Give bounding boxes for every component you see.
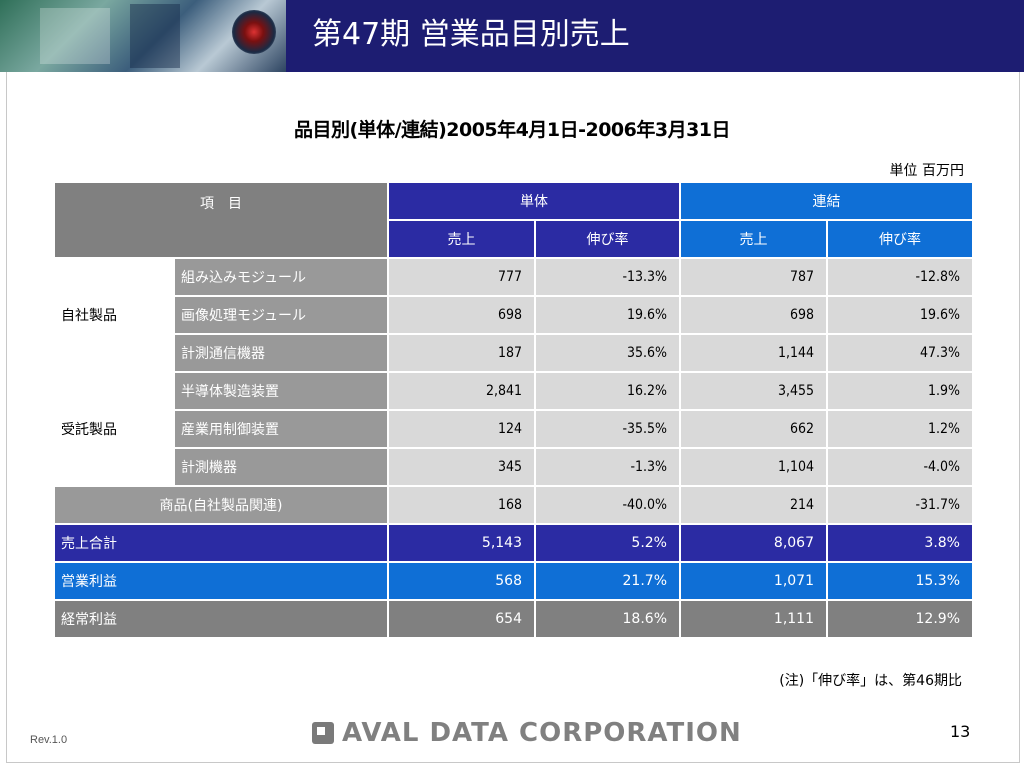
cell-value: 5,143 — [389, 525, 534, 561]
group-header-tantai: 単体 — [389, 183, 679, 219]
cell-value: 168 — [389, 487, 534, 523]
group-header-renketsu: 連結 — [681, 183, 972, 219]
header-photo — [0, 0, 286, 72]
cell-value: 1.2% — [828, 411, 972, 447]
table-row: 自社製品 組み込みモジュール 777 -13.3% 787 -12.8% — [55, 259, 972, 371]
cell-value: 19.6% — [828, 297, 972, 333]
total-sales-label: 売上合計 — [55, 525, 387, 561]
header-row: 項 目 単体 連結 — [55, 183, 972, 257]
cell-value: 12.9% — [828, 601, 972, 637]
sales-table: 項 目 単体 連結 売上 伸び率 売上 伸び率 自社製品 組み込みモジュール 7… — [53, 181, 974, 639]
table-row: 画像処理モジュール 698 19.6% 698 19.6% — [55, 297, 972, 333]
col-header-growth: 伸び率 — [828, 221, 972, 257]
cell-value: 698 — [681, 297, 826, 333]
cell-value: -4.0% — [828, 449, 972, 485]
photo-shape — [40, 8, 110, 64]
category-label: 自社製品 — [55, 259, 173, 371]
table-row: 受託製品 半導体製造装置 2,841 16.2% 3,455 1.9% — [55, 373, 972, 485]
company-logo: AVAL DATA CORPORATION — [312, 718, 742, 748]
cell-value: 787 — [681, 259, 826, 295]
table-row: 計測通信機器 187 35.6% 1,144 47.3% — [55, 335, 972, 371]
operating-profit-label: 営業利益 — [55, 563, 387, 599]
col-header-sales: 売上 — [681, 221, 826, 257]
cell-value: -13.3% — [536, 259, 679, 295]
cell-value: 214 — [681, 487, 826, 523]
cell-value: 1,144 — [681, 335, 826, 371]
cell-value: -12.8% — [828, 259, 972, 295]
ordinary-profit-row: 経常利益 654 18.6% 1,111 12.9% — [55, 601, 972, 637]
subheader-row: 売上 伸び率 売上 伸び率 — [55, 221, 972, 257]
cell-value: 1,104 — [681, 449, 826, 485]
footnote: (注)「伸び率」は、第46期比 — [779, 673, 962, 689]
cell-value: 18.6% — [536, 601, 679, 637]
cell-value: -1.3% — [536, 449, 679, 485]
header-bar: 第47期 営業品目別売上 — [0, 0, 1024, 72]
cell-value: -35.5% — [536, 411, 679, 447]
cell-value: 2,841 — [389, 373, 534, 409]
cell-value: 8,067 — [681, 525, 826, 561]
cell-value: 15.3% — [828, 563, 972, 599]
logo-mark-icon — [312, 722, 334, 744]
item-label: 組み込みモジュール — [175, 259, 387, 295]
cell-value: -31.7% — [828, 487, 972, 523]
ordinary-profit-label: 経常利益 — [55, 601, 387, 637]
table-row: 計測機器 345 -1.3% 1,104 -4.0% — [55, 449, 972, 485]
item-header: 項 目 — [55, 183, 387, 257]
col-header-growth: 伸び率 — [536, 221, 679, 257]
item-label: 産業用制御装置 — [175, 411, 387, 447]
item-label: 計測通信機器 — [175, 335, 387, 371]
cell-value: 1,071 — [681, 563, 826, 599]
cell-value: 47.3% — [828, 335, 972, 371]
col-header-sales: 売上 — [389, 221, 534, 257]
cell-value: 21.7% — [536, 563, 679, 599]
cell-value: 777 — [389, 259, 534, 295]
item-label: 画像処理モジュール — [175, 297, 387, 333]
cell-value: 35.6% — [536, 335, 679, 371]
table-row: 産業用制御装置 124 -35.5% 662 1.2% — [55, 411, 972, 447]
revision-label: Rev.1.0 — [30, 734, 68, 746]
cell-value: 3.8% — [828, 525, 972, 561]
operating-profit-row: 営業利益 568 21.7% 1,071 15.3% — [55, 563, 972, 599]
slide-frame — [6, 72, 1020, 763]
camera-lens-image — [232, 10, 276, 54]
total-sales-row: 売上合計 5,143 5.2% 8,067 3.8% — [55, 525, 972, 561]
logo-text: AVAL DATA CORPORATION — [342, 718, 742, 748]
item-label: 計測機器 — [175, 449, 387, 485]
cell-value: 19.6% — [536, 297, 679, 333]
cell-value: 5.2% — [536, 525, 679, 561]
category-label: 受託製品 — [55, 373, 173, 485]
item-label: 半導体製造装置 — [175, 373, 387, 409]
cell-value: 568 — [389, 563, 534, 599]
cell-value: 662 — [681, 411, 826, 447]
goods-label: 商品(自社製品関連) — [55, 487, 387, 523]
cell-value: 1.9% — [828, 373, 972, 409]
cell-value: 187 — [389, 335, 534, 371]
cell-value: 1,111 — [681, 601, 826, 637]
photo-shape — [130, 4, 180, 68]
slide-title: 第47期 営業品目別売上 — [312, 17, 630, 52]
cell-value: 124 — [389, 411, 534, 447]
unit-label: 単位 百万円 — [889, 163, 964, 179]
cell-value: 345 — [389, 449, 534, 485]
cell-value: 654 — [389, 601, 534, 637]
slide-subtitle: 品目別(単体/連結)2005年4月1日-2006年3月31日 — [293, 119, 731, 141]
cell-value: 16.2% — [536, 373, 679, 409]
goods-row: 商品(自社製品関連) 168 -40.0% 214 -31.7% — [55, 487, 972, 523]
cell-value: 3,455 — [681, 373, 826, 409]
cell-value: -40.0% — [536, 487, 679, 523]
page-number: 13 — [950, 722, 971, 741]
cell-value: 698 — [389, 297, 534, 333]
